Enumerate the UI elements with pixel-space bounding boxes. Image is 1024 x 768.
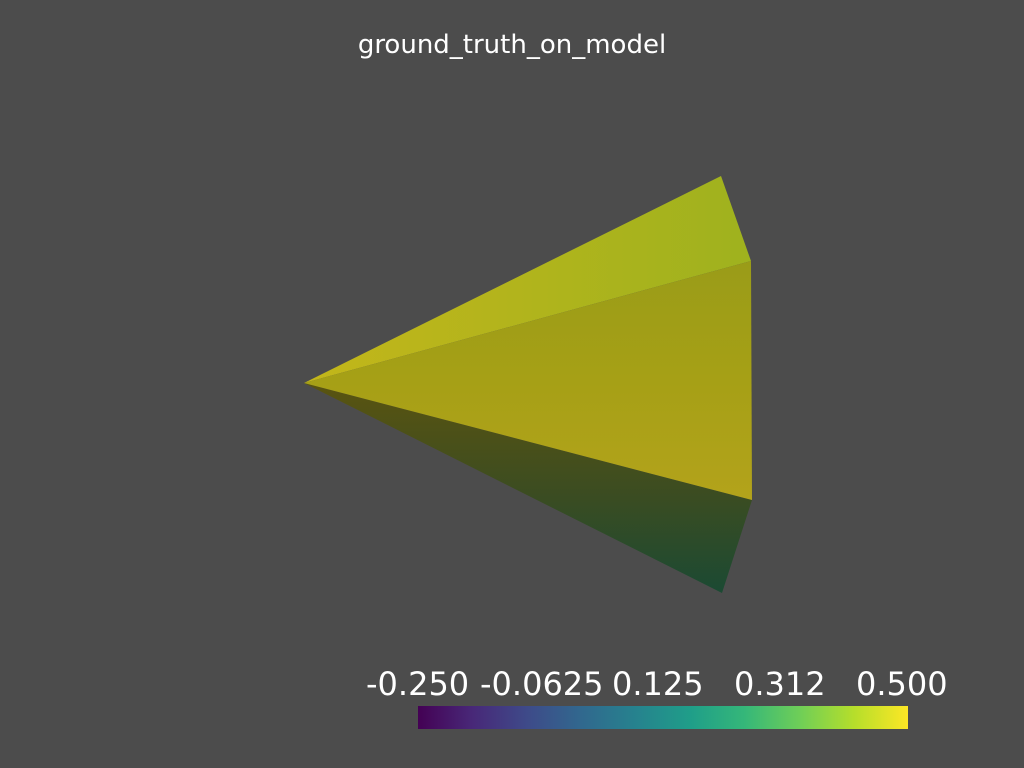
model-top-face	[304, 176, 751, 383]
scalar-bar-tick-label: -0.250	[366, 665, 470, 703]
scalar-bar-gradient	[418, 706, 908, 729]
scalar-bar-tick-label: 0.312	[734, 665, 826, 703]
plot-title: ground_truth_on_model	[357, 30, 667, 60]
scalar-bar-tick-label: 0.500	[856, 665, 948, 703]
scalar-bar-labels: -0.250 -0.0625 0.125 0.312 0.500	[366, 664, 966, 704]
model-bottom-face	[304, 383, 752, 593]
model-front-face	[304, 261, 752, 500]
scalar-bar-tick-label: -0.0625	[480, 665, 604, 703]
scalar-bar-tick-label: 0.125	[612, 665, 704, 703]
